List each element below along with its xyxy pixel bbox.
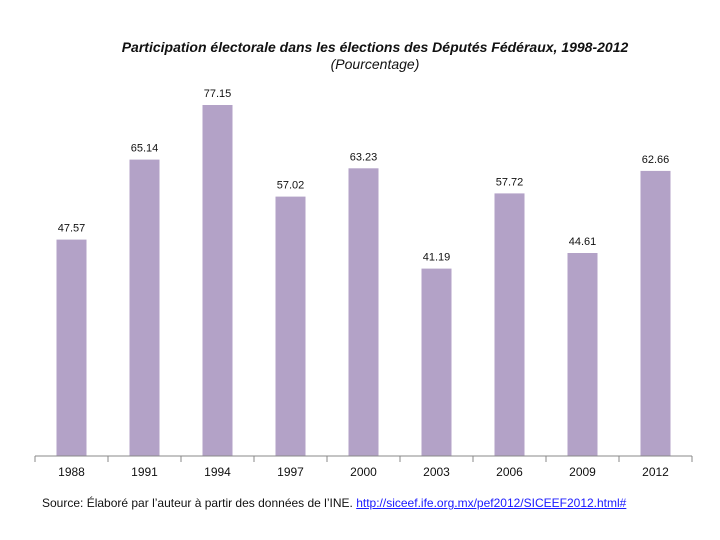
data-label-2003: 41.19 <box>423 252 451 264</box>
x-tick-label-1988: 1988 <box>58 465 85 479</box>
x-tick-label-2009: 2009 <box>569 465 596 479</box>
data-label-1988: 47.57 <box>58 223 86 235</box>
data-label-1997: 57.02 <box>277 180 305 192</box>
x-tick-label-1994: 1994 <box>204 465 231 479</box>
x-tick-label-2006: 2006 <box>496 465 523 479</box>
bar-2009 <box>567 253 598 456</box>
bar-2012 <box>640 170 671 456</box>
bar-1997 <box>275 196 306 456</box>
bar-2000 <box>348 168 379 457</box>
data-label-2009: 44.61 <box>569 236 597 248</box>
data-label-2012: 62.66 <box>642 154 670 166</box>
bar-1994 <box>202 105 233 456</box>
bar-2003 <box>421 268 452 456</box>
chart-header: Participation électorale dans les électi… <box>0 38 720 73</box>
bar-1991 <box>129 159 160 456</box>
bar-1988 <box>56 239 87 456</box>
data-label-1991: 65.14 <box>131 143 159 155</box>
chart-subtitle: (Pourcentage) <box>330 56 420 72</box>
source-link[interactable]: http://siceef.ife.org.mx/pef2012/SICEEF2… <box>356 496 627 510</box>
x-tick-label-2012: 2012 <box>642 465 669 479</box>
x-tick-label-2000: 2000 <box>350 465 377 479</box>
x-tick-label-2003: 2003 <box>423 465 450 479</box>
chart-title: Participation électorale dans les électi… <box>121 39 629 55</box>
data-label-1994: 77.15 <box>204 88 232 100</box>
data-label-2000: 63.23 <box>350 151 378 163</box>
x-tick-label-1997: 1997 <box>277 465 304 479</box>
data-label-2006: 57.72 <box>496 176 524 188</box>
source-note: Source: Élaboré par l’auteur à partir de… <box>42 496 626 510</box>
bar-2006 <box>494 193 525 456</box>
x-tick-label-1991: 1991 <box>131 465 158 479</box>
source-text: Source: Élaboré par l’auteur à partir de… <box>42 496 353 510</box>
